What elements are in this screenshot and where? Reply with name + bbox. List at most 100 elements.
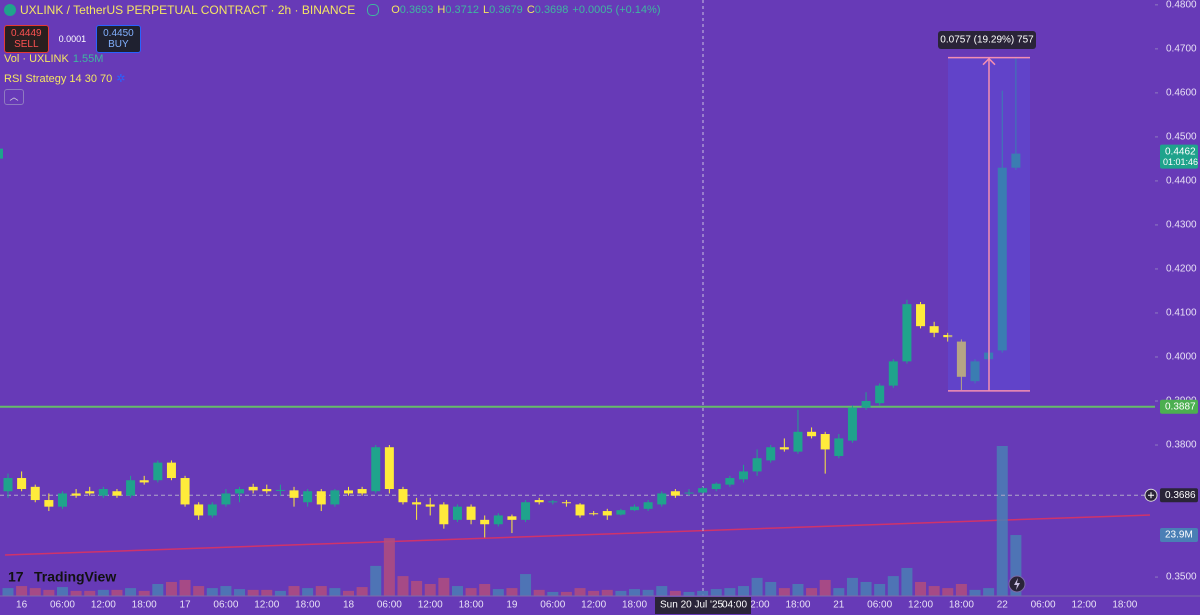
volume-bar [234,589,246,596]
candle-body [194,504,204,516]
candle-body [344,490,353,494]
ohlc-key: H [437,4,446,16]
ohlc-value: 0.3712 [445,4,480,16]
logo-icon: 17 [8,569,24,585]
candle-body [970,361,980,382]
candle-body [371,447,381,492]
price-line-label: 0.3686 [1165,490,1196,501]
candle-body [303,491,313,503]
indicator-legend: RSI Strategy 14 30 70 ✲ [4,72,126,86]
candle-body [548,501,558,503]
spread: 0.0001 [58,34,87,44]
candle-body [44,500,54,507]
candle-body [602,511,612,516]
volume-title: Vol · UXLINK [4,53,69,65]
last-price: 0.4462 [1165,146,1196,157]
volume-tag-label: 23.9M [1165,530,1193,541]
volume-bar [560,591,572,596]
volume-bar [765,581,777,596]
ohlc-value: 0.3693 [399,4,434,16]
volume-bar [492,589,504,596]
candle-body [725,478,735,485]
candle-body [684,492,694,494]
candle-body [779,447,789,450]
measure-label-bg [938,31,1036,49]
ohlc-legend: O0.3693 H0.3712 L0.3679 C0.3698 [391,4,568,16]
volume-last: 1.55M [72,53,104,65]
volume-bar [860,581,872,596]
volume-bar [383,538,395,596]
volume-bar [152,584,164,596]
x-tick-label: 18:00 [949,600,974,611]
volume-bar [533,589,545,596]
x-tick-label: 06:00 [1031,600,1056,611]
volume-bar [846,577,858,596]
volume-bar [1010,535,1022,596]
visibility-icon[interactable] [367,4,380,16]
volume-bar [778,588,790,596]
ohlc-value: 0.3679 [489,4,523,16]
ohlc-key: L [483,4,490,16]
candle-body [657,493,667,505]
measure-label: 0.0757 (19.29%) 757 [940,35,1034,46]
volume-legend: Vol · UXLINK 1.55M [4,53,103,65]
countdown: 01:01:46 [1163,157,1198,167]
y-tick-label: 0.3500 [1166,572,1197,583]
candle-body [630,506,640,511]
sell-button[interactable]: 0.4449 SELL [4,25,49,53]
volume-bar [629,589,641,596]
x-tick-label: 21 [833,600,845,611]
candle-body [943,334,953,338]
ohlc-key: C [526,4,535,16]
tradingview-logo: 17 TradingView [8,569,116,585]
x-tick-label: 18:00 [785,600,810,611]
candle-body [262,489,272,492]
candle-body [17,478,27,490]
candle-body [316,491,326,505]
crosshair-label-bg [655,597,751,614]
candle-body [57,493,67,507]
volume-bar [438,577,450,596]
candle-body [289,490,299,498]
symbol-icon [4,4,16,16]
volume-bar [819,579,831,596]
volume-bar [29,588,41,596]
volume-bar [724,588,736,596]
volume-bar [138,590,150,596]
buy-button[interactable]: 0.4450 BUY [96,25,141,53]
crosshair-date: Sun 20 Jul '25 [660,600,724,611]
y-tick-label: 0.4100 [1166,308,1197,319]
candle-body [221,493,231,505]
volume-bar [165,581,177,596]
volume-bar [370,565,382,596]
volume-bar [833,588,845,596]
candle-body [30,486,40,501]
volume-bar [669,590,681,596]
volume-bar [70,590,82,596]
volume-bar [411,580,423,596]
y-tick-label: 0.4000 [1166,352,1197,363]
price-lines [0,405,1155,496]
volume-bar [84,590,96,596]
x-tick-label: 12:00 [1071,600,1096,611]
y-tick-label: 0.4200 [1166,264,1197,275]
candle-body [861,401,871,408]
indicator-icon: ✲ [116,73,126,85]
candle-body [916,304,926,327]
ohlc-key: O [391,4,400,16]
candle-body [207,504,217,516]
candle-body [521,502,531,520]
collapse-button[interactable]: ︿ [4,89,24,105]
x-tick-label: 12:00 [908,600,933,611]
add-alert-plus [1148,492,1154,499]
volume-bar [356,587,368,596]
candle-body [1011,153,1021,168]
candle-body [425,504,435,507]
trade-row: 0.4449 SELL 0.0001 0.4450 BUY [4,25,141,53]
candle-body [997,167,1007,351]
y-tick-label: 0.4400 [1166,176,1197,187]
x-tick-label: 06:00 [867,600,892,611]
candle-body [561,502,571,504]
